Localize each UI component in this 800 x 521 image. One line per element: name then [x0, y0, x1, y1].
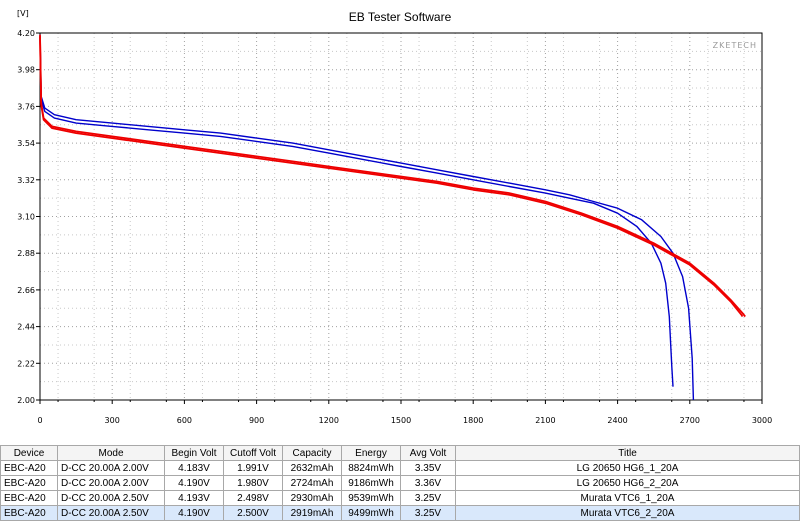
table-cell: 8824mWh: [341, 460, 401, 476]
x-tick-label: 1200: [319, 416, 339, 425]
y-tick-label: 3.10: [17, 213, 35, 222]
x-tick-label: 300: [105, 416, 120, 425]
x-tick-label: 2400: [607, 416, 627, 425]
series-line-4: [39, 36, 744, 318]
series-line-2: [39, 34, 695, 401]
table-row[interactable]: EBC-A20 D-CC 20.00A 2.50V 4.193V 2.498V 2930…: [0, 490, 800, 506]
x-tick-label: 2100: [535, 416, 555, 425]
table-cell: Murata VTC6_1_20A: [455, 490, 800, 506]
table-cell: EBC-A20: [0, 460, 58, 476]
table-row[interactable]: EBC-A20 D-CC 20.00A 2.50V 4.190V 2.500V 2919…: [0, 505, 800, 521]
x-tick-label: 1800: [463, 416, 483, 425]
col-capacity[interactable]: Capacity: [282, 445, 342, 461]
y-axis-label: [V]: [17, 9, 29, 18]
col-avg-volt[interactable]: Avg Volt: [400, 445, 456, 461]
table-row[interactable]: EBC-A20 D-CC 20.00A 2.00V 4.183V 1.991V 2632…: [0, 460, 800, 476]
y-tick-label: 2.00: [17, 396, 35, 405]
x-tick-label: 600: [177, 416, 192, 425]
table-cell: 4.193V: [164, 490, 224, 506]
table-cell: EBC-A20: [0, 505, 58, 521]
table-cell: 4.190V: [164, 475, 224, 491]
col-cutoff-volt[interactable]: Cutoff Volt: [223, 445, 283, 461]
table-cell: D-CC 20.00A 2.00V: [57, 460, 165, 476]
series-line-3: [39, 34, 746, 318]
series-line-1: [39, 36, 674, 387]
y-tick-label: 2.88: [17, 249, 35, 258]
x-tick-label: 1500: [391, 416, 411, 425]
col-begin-volt[interactable]: Begin Volt: [164, 445, 224, 461]
grid: [40, 33, 762, 400]
table-cell: 2724mAh: [282, 475, 342, 491]
table-cell: D-CC 20.00A 2.50V: [57, 490, 165, 506]
table-cell: 3.35V: [400, 460, 456, 476]
table-cell: D-CC 20.00A 2.50V: [57, 505, 165, 521]
col-mode[interactable]: Mode: [57, 445, 165, 461]
y-tick-label: 2.22: [17, 359, 35, 368]
table-cell: 2.500V: [223, 505, 283, 521]
col-title[interactable]: Title: [455, 445, 800, 461]
x-axis: 0 300 600 900 1200 1500 1800 2100 2400 2700 3000: [37, 400, 772, 425]
table-cell: 2930mAh: [282, 490, 342, 506]
y-tick-label: 3.32: [17, 176, 35, 185]
table-row[interactable]: EBC-A20 D-CC 20.00A 2.00V 4.190V 1.980V 2724…: [0, 475, 800, 491]
col-device[interactable]: Device: [0, 445, 58, 461]
y-tick-label: 3.54: [17, 139, 35, 148]
table-cell: Murata VTC6_2_20A: [455, 505, 800, 521]
x-tick-label: 0: [37, 416, 42, 425]
series-group: [39, 34, 746, 401]
col-energy[interactable]: Energy: [341, 445, 401, 461]
table-cell: D-CC 20.00A 2.00V: [57, 475, 165, 491]
table-cell: 9539mWh: [341, 490, 401, 506]
results-table: Device Mode Begin Volt Cutoff Volt Capac…: [0, 445, 800, 521]
y-tick-label: 4.20: [17, 29, 35, 38]
table-cell: 4.190V: [164, 505, 224, 521]
table-cell: 9186mWh: [341, 475, 401, 491]
chart: EB Tester Software [V] 0 300 600 900 1200 150…: [17, 9, 772, 425]
table-cell: 1.991V: [223, 460, 283, 476]
table-cell: 3.25V: [400, 490, 456, 506]
table-cell: EBC-A20: [0, 475, 58, 491]
table-cell: 2632mAh: [282, 460, 342, 476]
y-tick-label: 3.76: [17, 102, 35, 111]
table-header-row: Device Mode Begin Volt Cutoff Volt Capac…: [0, 445, 800, 461]
table-cell: 3.25V: [400, 505, 456, 521]
table-cell: 9499mWh: [341, 505, 401, 521]
x-tick-label: 2700: [680, 416, 700, 425]
x-tick-label: 900: [249, 416, 264, 425]
y-axis: 2.00 2.22 2.44 2.66 2.88 3.10 3.32 3.54 3.76 3.98…: [17, 29, 40, 405]
table-cell: LG 20650 HG6_2_20A: [455, 475, 800, 491]
table-cell: 4.183V: [164, 460, 224, 476]
y-tick-label: 3.98: [17, 66, 35, 75]
chart-title: EB Tester Software: [349, 10, 452, 24]
table-cell: 1.980V: [223, 475, 283, 491]
table-cell: EBC-A20: [0, 490, 58, 506]
table-cell: 2.498V: [223, 490, 283, 506]
table-cell: 2919mAh: [282, 505, 342, 521]
y-tick-label: 2.66: [17, 286, 35, 295]
x-tick-label: 3000: [752, 416, 772, 425]
y-tick-label: 2.44: [17, 323, 35, 332]
table-cell: LG 20650 HG6_1_20A: [455, 460, 800, 476]
watermark: ZKETECH: [713, 41, 757, 50]
table-cell: 3.36V: [400, 475, 456, 491]
